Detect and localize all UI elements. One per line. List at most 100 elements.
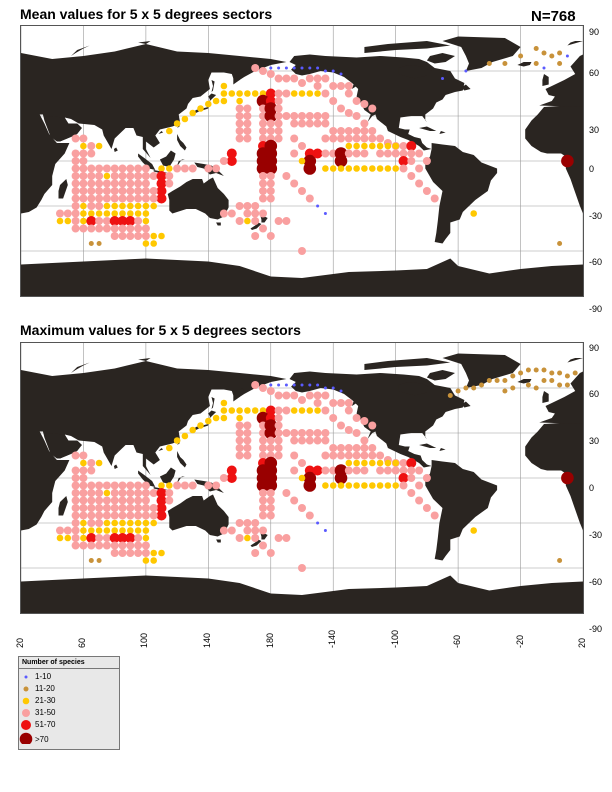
landmass-sumatra — [138, 470, 156, 487]
species-dot-max — [156, 488, 167, 498]
species-dot-mean — [102, 164, 111, 173]
species-dot-max — [455, 388, 461, 394]
species-dot-max — [376, 482, 384, 489]
species-dot-mean — [141, 164, 150, 173]
landmass-japan — [192, 93, 217, 115]
species-dot-max — [226, 465, 237, 476]
species-dot-mean — [344, 134, 353, 143]
species-dot-mean — [158, 165, 165, 172]
species-dot-mean — [142, 217, 150, 225]
species-dot-max — [111, 527, 118, 534]
species-dot-mean — [305, 112, 314, 120]
species-dot-mean — [518, 53, 524, 59]
species-dot-mean — [265, 88, 276, 99]
species-dot-max — [56, 526, 64, 535]
species-dot-mean — [142, 210, 150, 217]
species-dot-max — [87, 459, 96, 467]
species-dot-mean — [118, 232, 127, 240]
species-dot-mean — [127, 210, 134, 217]
species-dot-mean — [102, 194, 111, 203]
landmass-sulawesi — [175, 476, 185, 486]
species-dot-mean — [298, 119, 306, 128]
landmass-iceland — [517, 62, 532, 67]
species-dot-max — [204, 481, 213, 490]
species-dot-mean — [64, 217, 72, 225]
species-dot-mean — [376, 165, 384, 172]
species-dot-mean — [337, 104, 345, 113]
species-dot-mean — [71, 224, 80, 233]
species-dot-mean — [274, 74, 283, 83]
species-dot-max — [110, 511, 119, 520]
landmass-europe-w — [539, 371, 583, 424]
species-dot-mean — [236, 90, 243, 97]
species-dot-max — [510, 373, 516, 379]
species-dot-max — [235, 429, 244, 437]
species-dot-max — [290, 451, 299, 460]
species-dot-mean — [243, 112, 252, 120]
species-dot-mean — [95, 142, 103, 150]
species-dot-mean — [71, 164, 80, 173]
species-dot-mean — [212, 164, 221, 173]
landmass-europe-w — [539, 54, 583, 107]
species-dot-mean — [542, 66, 546, 70]
species-dot-mean — [102, 187, 111, 195]
species-dot-mean — [235, 104, 244, 113]
species-dot-mean — [134, 194, 143, 203]
landmass-north-america — [289, 54, 465, 151]
species-dot-mean — [266, 172, 275, 180]
species-dot-max — [102, 481, 111, 490]
species-dot-max — [219, 474, 228, 482]
species-dot-max — [549, 378, 555, 383]
species-dot-mean — [111, 202, 118, 210]
species-dot-max — [572, 370, 578, 376]
species-dot-max — [321, 429, 330, 437]
species-dot-max — [274, 391, 283, 400]
species-dot-max — [166, 444, 173, 452]
species-dot-mean — [337, 134, 345, 143]
landmass-newfoundland — [461, 401, 471, 408]
species-dot-mean — [71, 187, 80, 195]
landmass-nz-south — [250, 222, 262, 230]
species-dot-mean — [331, 69, 335, 73]
species-dot-max — [266, 496, 275, 505]
species-dot-max — [308, 383, 312, 387]
species-dot-max — [344, 426, 353, 434]
species-dot-mean — [329, 134, 338, 143]
species-dot-mean — [292, 66, 296, 70]
species-dot-mean — [298, 157, 306, 165]
species-dot-max — [87, 481, 96, 490]
species-dot-max — [64, 534, 72, 542]
species-dot-mean — [150, 240, 157, 247]
species-dot-mean — [110, 232, 119, 240]
species-dot-max — [156, 495, 167, 506]
species-dot-max — [71, 489, 80, 497]
species-dot-mean — [259, 67, 267, 75]
species-dot-mean — [334, 154, 348, 168]
species-dot-mean — [308, 66, 312, 70]
species-dot-max — [290, 496, 299, 505]
species-dot-max — [259, 526, 267, 535]
species-dot-max — [95, 496, 104, 505]
species-dot-mean — [110, 194, 119, 203]
species-dot-mean — [274, 217, 283, 225]
species-dot-max — [274, 421, 283, 430]
species-dot-max — [392, 459, 400, 467]
species-dot-max — [134, 481, 143, 490]
species-dot-mean — [298, 90, 306, 97]
species-dot-max — [399, 466, 408, 475]
lat-label: 60 — [589, 68, 600, 78]
lon-label: 100 — [139, 632, 149, 648]
species-dot-mean — [226, 148, 237, 159]
species-dot-mean — [79, 172, 88, 180]
species-dot-mean — [156, 178, 167, 189]
species-dot-mean — [360, 119, 369, 128]
species-dot-max — [259, 436, 267, 445]
species-dot-mean — [118, 179, 127, 188]
species-dot-max — [430, 511, 439, 520]
landmass-kamchatka — [233, 388, 245, 402]
species-dot-max — [266, 489, 275, 497]
species-dot-mean — [173, 164, 182, 173]
species-dot-max — [533, 367, 539, 373]
species-dot-mean — [313, 74, 322, 83]
species-dot-mean — [345, 142, 353, 150]
